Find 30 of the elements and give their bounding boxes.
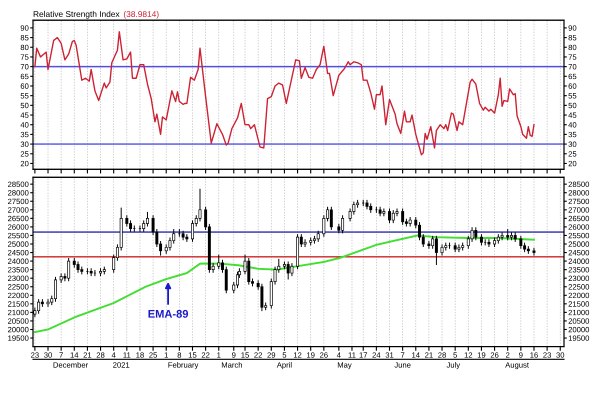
candlestick bbox=[146, 212, 149, 227]
candlestick bbox=[37, 299, 40, 314]
candlestick bbox=[330, 206, 333, 230]
candlestick bbox=[474, 227, 478, 240]
candlestick bbox=[401, 208, 404, 225]
candlestick bbox=[348, 208, 352, 222]
candlestick bbox=[352, 202, 356, 215]
candlestick bbox=[440, 244, 444, 256]
annotation: EMA-89 bbox=[148, 310, 188, 318]
candlestick bbox=[191, 220, 194, 242]
line-series bbox=[34, 31, 535, 156]
candlestick bbox=[431, 236, 434, 249]
candlestick bbox=[247, 258, 250, 285]
candlestick bbox=[290, 263, 294, 276]
candlestick bbox=[67, 258, 70, 282]
candlestick bbox=[286, 261, 290, 280]
candlestick bbox=[142, 220, 146, 232]
candlestick bbox=[506, 228, 510, 240]
candlestick bbox=[434, 236, 438, 265]
candlestick bbox=[519, 236, 522, 249]
candlestick bbox=[260, 284, 264, 312]
candlestick bbox=[341, 215, 344, 234]
chart-title: Relative Strength Index bbox=[34, 10, 120, 19]
candlestick bbox=[76, 261, 80, 273]
candlestick bbox=[54, 276, 57, 302]
candlestick bbox=[198, 188, 202, 222]
candlestick bbox=[388, 208, 391, 224]
chart-subtitle: (38.9814) bbox=[124, 10, 159, 19]
candlestick bbox=[480, 234, 483, 246]
candlestick bbox=[316, 230, 320, 242]
